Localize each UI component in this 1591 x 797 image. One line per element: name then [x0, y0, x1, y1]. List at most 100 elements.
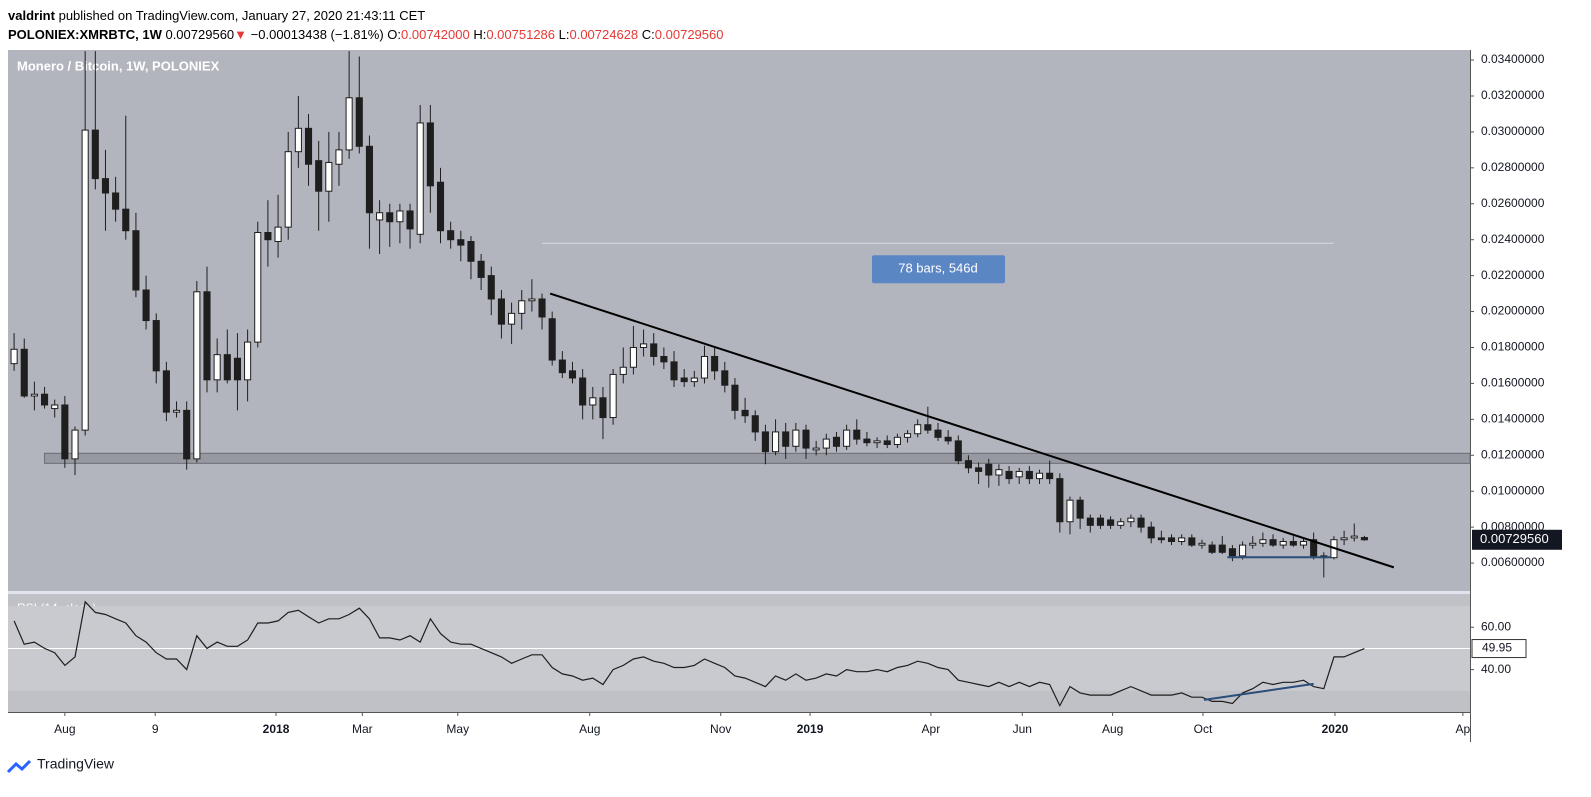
symbol: POLONIEX:XMRBTC, 1W	[8, 27, 162, 42]
candle-body	[944, 436, 952, 442]
candle-body	[843, 429, 851, 447]
x-tick-label: Aug	[54, 722, 75, 736]
y-tick-label: 0.01000000	[1481, 483, 1545, 497]
candle-body	[1167, 537, 1176, 542]
rsi-divergence	[1203, 682, 1314, 701]
candle-body	[914, 424, 922, 435]
candle-body	[812, 447, 820, 451]
y-tick-label: 0.02000000	[1481, 304, 1545, 318]
y-tick-label: 0.03000000	[1481, 124, 1545, 138]
candle-body	[193, 291, 201, 460]
x-tick-label: 2019	[797, 722, 824, 736]
y-tick-label: 0.00800000	[1481, 519, 1545, 533]
candle-body	[1035, 472, 1044, 480]
x-tick-label: 2020	[1322, 722, 1349, 736]
x-tick-label: Ap	[1456, 722, 1471, 736]
candle-body	[1127, 517, 1135, 523]
candle-body	[1340, 537, 1348, 541]
candle-body	[711, 355, 719, 372]
candle-body	[1015, 470, 1023, 478]
x-tick-label: Jun	[1013, 722, 1032, 736]
candle-body	[244, 341, 252, 381]
candle-body	[457, 239, 465, 246]
candle-body	[426, 122, 434, 187]
candle-body	[731, 384, 739, 411]
rsi-line	[13, 600, 1365, 707]
price: 0.00729560	[165, 27, 235, 42]
candle-body	[284, 151, 292, 228]
rsi-y-tick-label: 40.00	[1481, 662, 1511, 676]
candle-body	[1188, 537, 1196, 546]
rsi-last-box	[1471, 639, 1527, 659]
chart-title: Monero / Bitcoin, 1W, POLONIEX	[17, 58, 220, 73]
candle-body	[680, 377, 688, 383]
candle-body	[568, 370, 577, 379]
candle-body	[487, 275, 495, 300]
candle-body	[538, 298, 546, 318]
candle-body	[629, 346, 637, 368]
y-tick-label: 0.02600000	[1481, 196, 1545, 210]
x-tick-label: 2018	[263, 722, 290, 736]
arrow: ▼	[234, 27, 248, 42]
candle-body	[1299, 540, 1308, 546]
candle-body	[700, 355, 709, 379]
candle-body	[640, 343, 648, 348]
rsi-last-label: 49.95	[1482, 641, 1512, 655]
x-tick-label: Aug	[579, 722, 600, 736]
candle-body	[853, 429, 861, 440]
y-tick-label: 0.02200000	[1481, 268, 1545, 282]
candle-body	[792, 429, 800, 447]
y-tick-label: 0.02400000	[1481, 232, 1545, 246]
candle-body	[893, 436, 901, 445]
candle-body	[903, 433, 912, 438]
candle-body	[376, 212, 384, 221]
x-tick-label: Nov	[710, 722, 731, 736]
candle-body	[1279, 540, 1287, 546]
x-tick-label: Apr	[922, 722, 941, 736]
candle-body	[203, 291, 211, 381]
candle-body	[741, 409, 749, 417]
candle-body	[264, 232, 272, 241]
candle-body	[10, 348, 18, 365]
candle-body	[1239, 544, 1247, 557]
y-tick-label: 0.03200000	[1481, 88, 1545, 102]
candle-body	[609, 373, 617, 419]
candle-body	[172, 409, 181, 413]
candle-body	[233, 357, 241, 381]
candle-body	[619, 366, 627, 375]
brand: TradingView	[37, 756, 115, 772]
candle-body	[1208, 544, 1216, 553]
candle-body	[1117, 521, 1125, 526]
candle-body	[1046, 472, 1054, 480]
candle-body	[274, 226, 282, 242]
candle-body	[690, 377, 698, 383]
y-tick-label: 0.02800000	[1481, 160, 1545, 174]
y-tick-label: 0.00600000	[1481, 555, 1545, 569]
x-tick-label: Mar	[352, 722, 373, 736]
rsi-title: RSI (14, close)	[17, 601, 96, 615]
candle-body	[152, 320, 160, 372]
x-tick-label: 9	[152, 722, 159, 736]
candle-body	[1086, 517, 1094, 526]
high: 0.00751286	[486, 27, 556, 42]
candle-body	[660, 355, 668, 363]
candle-body	[325, 161, 333, 192]
logo	[6, 759, 32, 774]
candle-body	[467, 240, 475, 262]
candle-body	[416, 122, 424, 235]
candle-body	[41, 393, 49, 406]
candle-body	[1320, 555, 1328, 559]
candle-body	[365, 145, 373, 214]
candle-body	[81, 129, 89, 431]
candle-body	[802, 429, 810, 449]
y-tick-label: 0.01800000	[1481, 340, 1545, 354]
candle-body	[91, 129, 99, 180]
candle-body	[1076, 499, 1084, 519]
candle-body	[497, 298, 505, 325]
candle-body	[863, 438, 871, 444]
candle-body	[924, 424, 932, 431]
candle-body	[528, 298, 536, 302]
candle-body	[1096, 517, 1104, 526]
x-tick-label: May	[446, 722, 469, 736]
